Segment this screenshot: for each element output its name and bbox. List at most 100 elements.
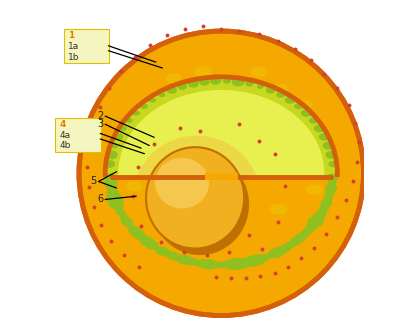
- Ellipse shape: [285, 96, 295, 104]
- Ellipse shape: [226, 123, 253, 139]
- Ellipse shape: [297, 100, 312, 110]
- Ellipse shape: [326, 174, 338, 182]
- Ellipse shape: [250, 254, 266, 265]
- Ellipse shape: [316, 142, 332, 152]
- Ellipse shape: [320, 199, 332, 207]
- Text: 2: 2: [97, 111, 103, 121]
- Ellipse shape: [106, 184, 117, 192]
- Ellipse shape: [210, 77, 221, 85]
- Ellipse shape: [299, 231, 310, 238]
- Text: 5: 5: [90, 177, 97, 186]
- Ellipse shape: [216, 85, 237, 98]
- Ellipse shape: [294, 233, 306, 242]
- Ellipse shape: [188, 80, 199, 88]
- Ellipse shape: [216, 261, 226, 268]
- Ellipse shape: [325, 190, 335, 197]
- Ellipse shape: [303, 227, 314, 234]
- Ellipse shape: [167, 252, 179, 260]
- Ellipse shape: [250, 67, 267, 77]
- Ellipse shape: [126, 223, 134, 229]
- Ellipse shape: [106, 193, 122, 204]
- Ellipse shape: [306, 184, 323, 195]
- Ellipse shape: [196, 259, 209, 268]
- Text: 1a: 1a: [68, 42, 80, 51]
- Ellipse shape: [106, 189, 119, 198]
- Ellipse shape: [286, 241, 296, 248]
- Ellipse shape: [276, 92, 285, 98]
- Ellipse shape: [140, 104, 148, 109]
- Ellipse shape: [268, 249, 282, 258]
- Ellipse shape: [265, 253, 274, 259]
- Ellipse shape: [244, 256, 260, 267]
- Ellipse shape: [133, 136, 260, 260]
- Ellipse shape: [116, 209, 126, 216]
- Ellipse shape: [194, 66, 212, 77]
- Ellipse shape: [323, 195, 333, 202]
- Ellipse shape: [121, 217, 133, 226]
- Ellipse shape: [153, 204, 169, 214]
- Ellipse shape: [236, 76, 256, 88]
- Ellipse shape: [210, 261, 220, 268]
- Ellipse shape: [326, 151, 337, 159]
- Ellipse shape: [145, 240, 158, 250]
- Ellipse shape: [162, 250, 172, 257]
- Ellipse shape: [319, 204, 329, 212]
- FancyBboxPatch shape: [64, 29, 109, 63]
- Ellipse shape: [280, 244, 291, 252]
- Ellipse shape: [120, 214, 128, 220]
- Ellipse shape: [79, 31, 364, 316]
- FancyBboxPatch shape: [56, 118, 101, 152]
- Ellipse shape: [136, 100, 152, 110]
- Ellipse shape: [126, 181, 143, 192]
- Text: 4: 4: [60, 120, 66, 129]
- Ellipse shape: [126, 118, 133, 123]
- Ellipse shape: [328, 180, 336, 186]
- Ellipse shape: [146, 147, 244, 249]
- Ellipse shape: [184, 257, 196, 266]
- Ellipse shape: [223, 78, 231, 84]
- Ellipse shape: [301, 109, 312, 117]
- Ellipse shape: [226, 259, 242, 270]
- Ellipse shape: [173, 254, 184, 262]
- Ellipse shape: [110, 143, 118, 148]
- Ellipse shape: [166, 87, 177, 94]
- Ellipse shape: [222, 261, 233, 269]
- Ellipse shape: [232, 77, 245, 86]
- Ellipse shape: [120, 126, 127, 131]
- Ellipse shape: [239, 258, 253, 267]
- Ellipse shape: [274, 246, 287, 255]
- Ellipse shape: [128, 226, 140, 234]
- Ellipse shape: [328, 161, 337, 167]
- Ellipse shape: [105, 77, 337, 270]
- Ellipse shape: [199, 78, 210, 86]
- Text: 4b: 4b: [60, 141, 72, 150]
- Ellipse shape: [322, 142, 334, 150]
- Ellipse shape: [325, 184, 337, 193]
- Ellipse shape: [178, 83, 187, 90]
- Ellipse shape: [205, 101, 228, 115]
- Ellipse shape: [118, 90, 324, 257]
- Ellipse shape: [306, 222, 318, 230]
- Ellipse shape: [232, 258, 248, 269]
- Ellipse shape: [153, 245, 161, 251]
- Ellipse shape: [145, 112, 163, 124]
- Ellipse shape: [132, 111, 140, 116]
- Text: 1: 1: [68, 31, 74, 40]
- Text: 4a: 4a: [60, 130, 71, 140]
- Ellipse shape: [312, 213, 326, 222]
- Ellipse shape: [158, 92, 165, 97]
- Ellipse shape: [104, 178, 118, 188]
- Ellipse shape: [319, 133, 330, 141]
- Ellipse shape: [257, 84, 264, 89]
- Ellipse shape: [309, 117, 318, 124]
- Ellipse shape: [266, 87, 276, 94]
- Ellipse shape: [269, 204, 288, 215]
- Text: 6: 6: [97, 195, 103, 204]
- Ellipse shape: [294, 103, 303, 109]
- Ellipse shape: [156, 246, 168, 255]
- Ellipse shape: [177, 85, 197, 98]
- Ellipse shape: [108, 198, 124, 209]
- Ellipse shape: [245, 81, 254, 87]
- Ellipse shape: [155, 158, 209, 209]
- Ellipse shape: [114, 205, 123, 211]
